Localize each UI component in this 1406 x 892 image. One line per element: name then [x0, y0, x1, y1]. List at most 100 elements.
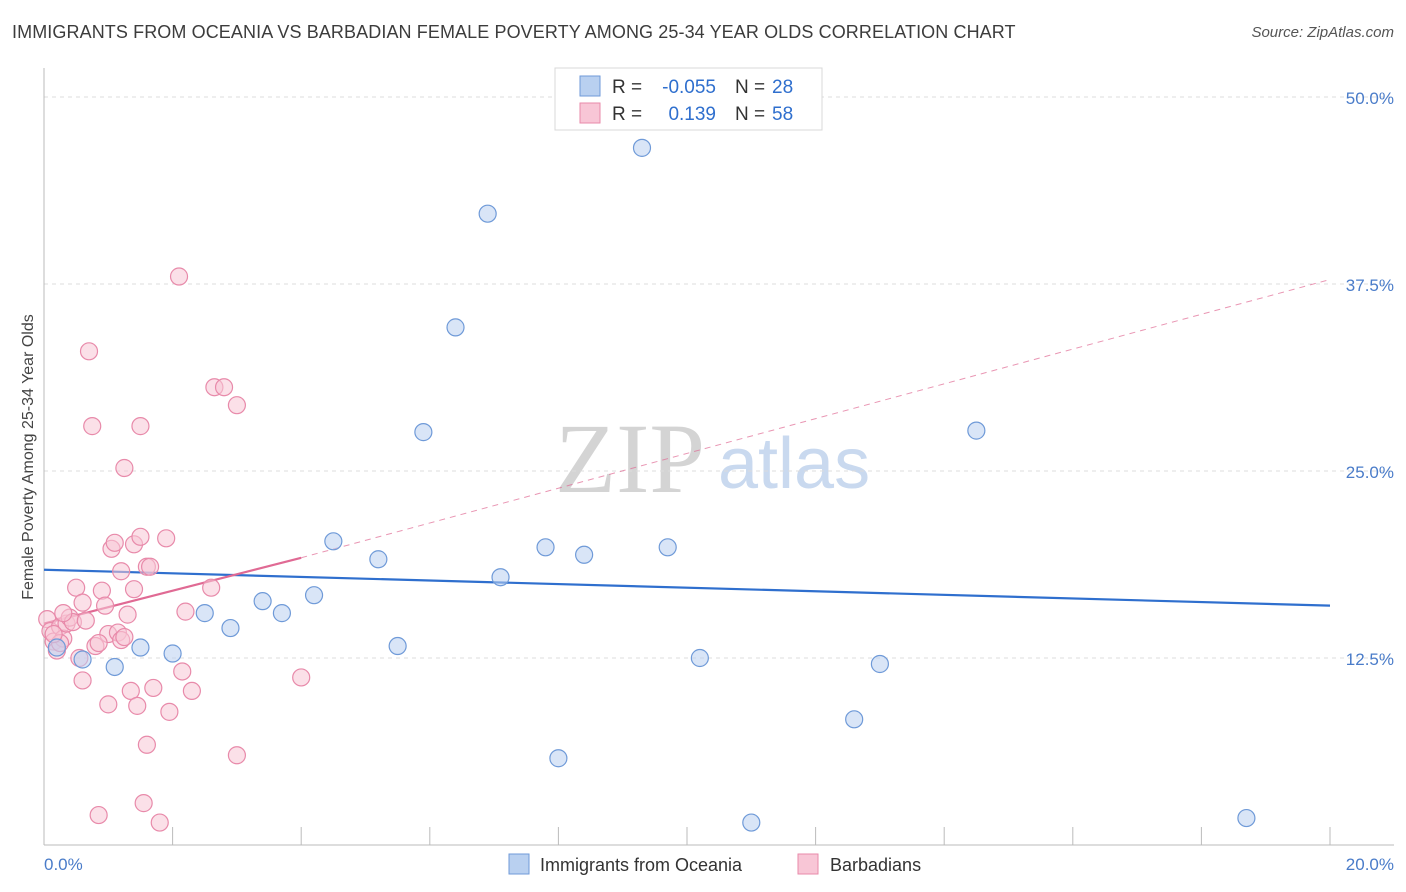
data-point-oceania-17 — [536, 538, 555, 557]
data-point-barbadians-44 — [182, 681, 201, 701]
legend-n-value-oceania: 28 — [772, 77, 793, 98]
series-legend-swatch-oceania — [508, 853, 530, 875]
y-tick-label-1: 37.5% — [1346, 276, 1394, 295]
data-point-oceania-13 — [414, 423, 433, 442]
data-point-oceania-20 — [658, 538, 677, 557]
data-point-barbadians-9 — [67, 578, 86, 597]
legend-n-value-barbadians: 58 — [772, 104, 793, 125]
data-point-oceania-4 — [163, 644, 182, 663]
data-point-oceania-27 — [549, 749, 568, 768]
watermark: ZIP atlas — [555, 403, 870, 514]
data-point-oceania-24 — [870, 654, 890, 674]
data-point-oceania-0 — [47, 638, 66, 657]
data-point-barbadians-55 — [140, 557, 160, 576]
legend-r-label-barbadians: R = — [612, 104, 642, 125]
data-point-oceania-12 — [388, 636, 407, 656]
data-point-oceania-21 — [690, 648, 709, 668]
axes — [43, 68, 1394, 846]
y-tick-label-2: 25.0% — [1346, 463, 1394, 482]
y-tick-label-0: 50.0% — [1346, 89, 1394, 108]
series-legend: Immigrants from Oceania Barbadians — [508, 853, 921, 875]
legend-r-value-barbadians: 0.139 — [668, 104, 716, 125]
data-point-barbadians-47 — [214, 378, 234, 397]
legend-n-label-barbadians: N = — [735, 104, 765, 125]
data-point-oceania-26 — [1237, 808, 1256, 828]
data-point-oceania-14 — [446, 318, 465, 337]
data-point-oceania-1 — [73, 650, 92, 669]
data-point-barbadians-40 — [160, 702, 179, 721]
data-point-barbadians-34 — [134, 794, 153, 813]
data-point-oceania-5 — [195, 604, 214, 623]
data-point-barbadians-33 — [131, 417, 150, 436]
data-point-barbadians-26 — [115, 458, 134, 478]
data-point-oceania-3 — [131, 638, 150, 657]
data-point-barbadians-27 — [118, 605, 137, 624]
data-point-barbadians-38 — [150, 813, 169, 832]
data-point-oceania-9 — [304, 586, 324, 605]
data-point-oceania-25 — [967, 421, 986, 440]
data-point-barbadians-45 — [202, 578, 221, 597]
data-point-oceania-7 — [253, 592, 272, 611]
series-legend-label-oceania: Immigrants from Oceania — [540, 855, 743, 875]
data-point-barbadians-31 — [128, 696, 147, 715]
data-point-barbadians-20 — [99, 695, 118, 714]
data-point-oceania-16 — [491, 568, 510, 587]
data-point-barbadians-42 — [173, 662, 192, 681]
data-point-oceania-15 — [478, 204, 497, 223]
data-point-oceania-10 — [324, 532, 343, 551]
legend-swatch-oceania — [579, 75, 601, 97]
data-point-barbadians-39 — [157, 529, 176, 548]
watermark-atlas: atlas — [718, 424, 870, 504]
data-point-oceania-11 — [369, 550, 388, 569]
data-point-oceania-18 — [575, 545, 594, 564]
chart-source: Source: ZipAtlas.com — [1251, 24, 1394, 41]
watermark-zip: ZIP — [555, 403, 705, 514]
data-point-barbadians-54 — [76, 611, 95, 630]
x-tick-marks — [43, 827, 1331, 845]
data-point-oceania-2 — [105, 657, 124, 677]
data-point-barbadians-52 — [54, 604, 73, 623]
data-point-barbadians-24 — [112, 562, 131, 581]
data-point-barbadians-30 — [124, 580, 144, 599]
data-point-barbadians-17 — [92, 581, 111, 600]
data-point-barbadians-48 — [227, 396, 246, 415]
data-point-barbadians-43 — [176, 602, 195, 621]
y-tick-label-3: 12.5% — [1346, 650, 1394, 669]
y-tick-labels: 50.0% 37.5% 25.0% 12.5% — [1346, 89, 1394, 669]
data-point-barbadians-41 — [169, 267, 189, 286]
data-point-barbadians-56 — [115, 627, 134, 647]
y-axis-title: Female Poverty Among 25-34 Year Olds — [20, 314, 37, 600]
data-point-barbadians-14 — [83, 417, 102, 436]
correlation-legend: R = -0.055 N = 28 R = 0.139 N = 58 — [554, 67, 823, 131]
grid-lines — [44, 96, 1394, 659]
data-point-barbadians-28 — [121, 681, 140, 701]
data-point-barbadians-49 — [227, 746, 246, 765]
chart-title: IMMIGRANTS FROM OCEANIA VS BARBADIAN FEM… — [12, 22, 1016, 42]
data-point-oceania-19 — [632, 138, 652, 157]
data-points — [38, 138, 1256, 832]
data-point-barbadians-16 — [89, 805, 108, 825]
legend-r-label-oceania: R = — [612, 77, 642, 98]
data-point-oceania-8 — [272, 604, 292, 623]
legend-r-value-oceania: -0.055 — [662, 77, 716, 98]
data-point-barbadians-13 — [79, 342, 99, 361]
data-point-barbadians-57 — [89, 633, 108, 653]
x-tick-label-min: 0.0% — [44, 855, 83, 874]
trend-extension-1 — [301, 279, 1331, 559]
data-point-barbadians-12 — [73, 593, 92, 612]
data-point-barbadians-37 — [144, 678, 163, 698]
data-point-oceania-22 — [742, 813, 761, 832]
data-point-barbadians-18 — [95, 596, 115, 615]
data-point-barbadians-50 — [292, 668, 311, 687]
trend-line-0 — [43, 568, 1331, 607]
data-point-barbadians-32 — [131, 527, 150, 546]
series-legend-label-barbadians: Barbadians — [830, 855, 921, 875]
x-tick-label-max: 20.0% — [1346, 855, 1394, 874]
data-point-barbadians-36 — [137, 735, 156, 754]
data-point-barbadians-22 — [105, 533, 124, 552]
series-legend-swatch-barbadians — [797, 853, 819, 875]
legend-n-label-oceania: N = — [735, 77, 765, 98]
data-point-oceania-23 — [845, 710, 864, 729]
legend-swatch-barbadians — [579, 102, 601, 124]
